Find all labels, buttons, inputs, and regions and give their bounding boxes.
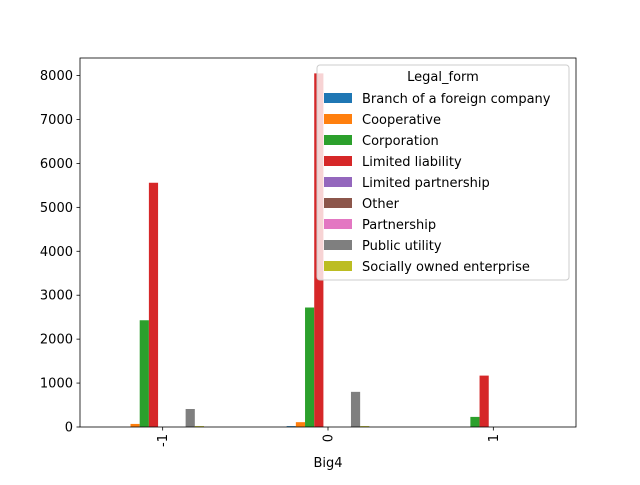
legend-swatch — [324, 135, 352, 145]
y-tick-label: 7000 — [40, 113, 73, 128]
y-tick-label: 6000 — [40, 157, 73, 172]
legend-swatch — [324, 198, 352, 208]
legend-label: Partnership — [362, 218, 436, 233]
legend-swatch — [324, 114, 352, 124]
legend-label: Socially owned enterprise — [362, 260, 530, 275]
legend-label: Limited partnership — [362, 176, 490, 191]
x-tick-label: -1 — [156, 434, 171, 447]
legend-label: Corporation — [362, 134, 439, 149]
bar-cooperative-0 — [295, 422, 306, 427]
x-tick-label: 1 — [487, 434, 502, 442]
legend-swatch — [324, 177, 352, 187]
legend-label: Other — [362, 197, 400, 212]
legend-label: Cooperative — [362, 113, 441, 128]
legend-swatch — [324, 240, 352, 250]
bar-corporation-0 — [305, 307, 315, 427]
legend-box — [316, 64, 570, 281]
bar-limited-liability--1 — [148, 182, 159, 427]
bar-public-utility--1 — [185, 408, 195, 427]
bar-socially-owned-enterprise-0 — [360, 426, 370, 427]
x-tick-label: 0 — [322, 434, 337, 442]
y-tick-label: 1000 — [40, 377, 73, 392]
legend-label: Limited liability — [362, 155, 462, 170]
bar-socially-owned-enterprise--1 — [194, 426, 204, 427]
bar-limited-liability-1 — [479, 375, 489, 427]
legend-swatch — [324, 156, 352, 166]
bar-corporation-1 — [470, 416, 480, 427]
legend-title: Legal_form — [407, 70, 479, 85]
x-axis-title: Big4 — [313, 456, 342, 471]
legend-label: Branch of a foreign company — [362, 92, 551, 107]
legend-swatch — [324, 261, 352, 271]
bar-public-utility-0 — [350, 391, 361, 427]
y-tick-label: 8000 — [40, 69, 73, 84]
bar-cooperative--1 — [130, 423, 140, 427]
legend-swatch — [324, 93, 352, 103]
y-tick-label: 4000 — [40, 245, 73, 260]
legend-label: Public utility — [362, 239, 442, 254]
legend: Legal_form Branch of a foreign company Coo… — [316, 64, 570, 281]
y-tick-label: 3000 — [40, 289, 73, 304]
legend-swatch — [324, 219, 352, 229]
bar-corporation--1 — [139, 320, 149, 427]
y-tick-label: 5000 — [40, 201, 73, 216]
bar-branch-of-a-foreign-company-0 — [286, 426, 296, 427]
y-tick-label: 0 — [65, 421, 73, 436]
axes-layer: 0 1000 2000 3000 4000 5000 6000 7000 8000 -1 0 1 — [40, 57, 577, 447]
y-tick-label: 2000 — [40, 333, 73, 348]
